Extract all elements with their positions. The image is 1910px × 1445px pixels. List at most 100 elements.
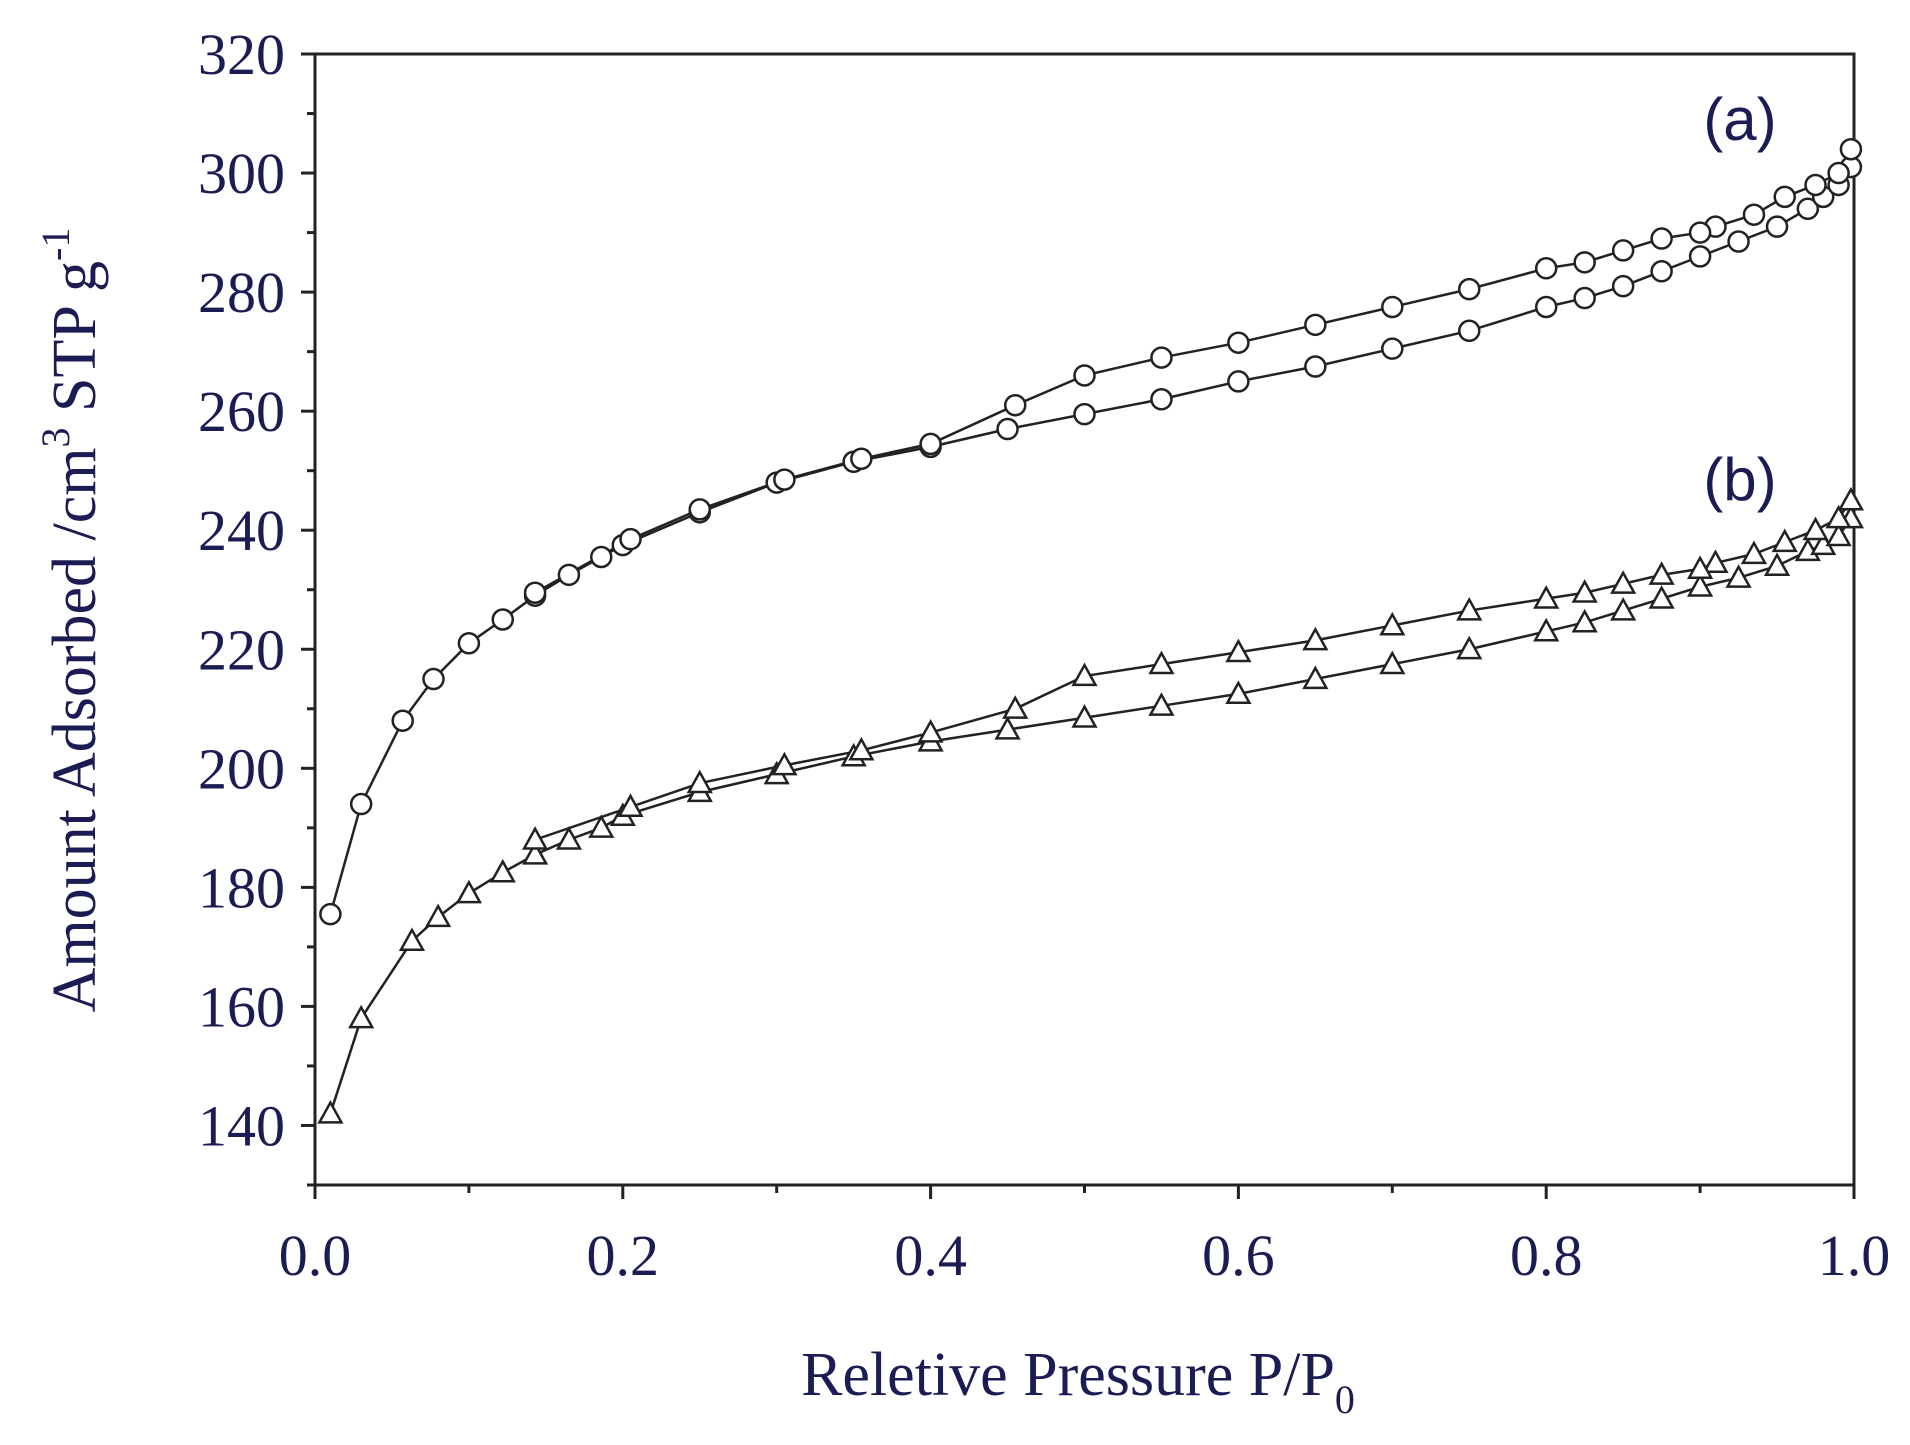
series-a-point [1573, 251, 1596, 274]
series-a-point [1611, 239, 1635, 262]
series-a-point [457, 632, 481, 655]
series-b-point [1825, 522, 1852, 547]
series-a-point [1650, 260, 1673, 283]
series-b-point [1571, 579, 1598, 603]
series-b-point [489, 858, 516, 883]
series-a-point [996, 417, 1019, 441]
series-b-point [317, 1099, 344, 1124]
x-tick-label: 1.0 [1818, 1223, 1891, 1288]
series-a-point [491, 608, 515, 631]
y-tick-label: 260 [198, 379, 285, 444]
series-b-point [1533, 617, 1560, 642]
series-b-point [1379, 611, 1406, 636]
series-b-point [1148, 692, 1175, 716]
series-a-point [850, 447, 873, 471]
y-tick-label: 280 [198, 260, 285, 325]
series-b-point [1002, 695, 1029, 719]
series-a-point [1073, 402, 1096, 426]
series-b-point [1702, 549, 1729, 573]
series-b-point [588, 814, 615, 838]
series-b-point [1837, 486, 1865, 511]
series-b-point [398, 927, 426, 951]
series-a-point [1227, 370, 1250, 393]
series-b-point [1725, 564, 1752, 588]
series-b-point [1071, 704, 1098, 728]
series-b-point [1771, 528, 1798, 553]
x-tick-label: 0.8 [1510, 1223, 1583, 1288]
series-b-point [1302, 626, 1329, 651]
series-a-point [919, 432, 942, 456]
series-a-point [1727, 230, 1750, 253]
series-b-point [1648, 585, 1675, 609]
series-b-point [1648, 561, 1675, 585]
series-a-point [391, 709, 414, 732]
y-axis-ticks: 140 160 180 200 220 240 260 280 300 320 [198, 22, 315, 1187]
series-b-point [348, 1004, 375, 1029]
series-a-point [1381, 295, 1404, 319]
series-b-point [1225, 680, 1252, 704]
series-label-b: (b) [1703, 446, 1776, 513]
x-tick-label: 0.0 [279, 1223, 352, 1288]
series-a-point [1458, 277, 1481, 301]
series-b-point [1686, 555, 1714, 579]
series-a-point [1688, 245, 1712, 268]
y-tick-label: 320 [198, 22, 285, 87]
series-a-point [1573, 286, 1596, 310]
series-b-point [424, 903, 452, 928]
series-b-point [1571, 608, 1598, 633]
series-a-point [1458, 319, 1481, 343]
series-label-a: (a) [1703, 86, 1776, 153]
series-b-point [521, 841, 549, 865]
series-a-point [1534, 295, 1558, 319]
y-axis-title: Amount Adsorbed /cm3 STP g-1 [33, 228, 109, 1013]
series-labels: (a) (b) [1703, 86, 1776, 513]
series-a-point [1304, 355, 1327, 378]
series-a-point [1150, 346, 1173, 369]
series-a-point [1304, 313, 1327, 337]
series-b-point [771, 751, 798, 776]
series-b-point [1456, 596, 1483, 621]
series-b-point [1071, 662, 1098, 687]
series-a-point [349, 792, 373, 816]
series-b-point [555, 826, 583, 850]
series-b-point [1740, 540, 1768, 565]
series-a-point [1650, 227, 1673, 250]
x-tick-label: 0.6 [1202, 1223, 1275, 1288]
series-a-point [1827, 161, 1850, 185]
x-tick-label: 0.2 [587, 1223, 660, 1288]
series-b-point [455, 879, 483, 904]
series-b-point [1802, 516, 1829, 541]
series-b-point [1763, 552, 1791, 576]
series-b-desorption-line [534, 499, 1852, 841]
series-b-point [1456, 635, 1483, 660]
y-tick-label: 140 [198, 1093, 285, 1158]
series-b-point [848, 736, 875, 761]
series-a-point [1839, 137, 1863, 161]
series-a-point [1227, 331, 1250, 354]
series-a-point [1765, 215, 1789, 238]
series-a-point [1804, 173, 1827, 197]
series-b-point [1148, 650, 1175, 675]
series-b-point [917, 719, 944, 743]
series-a-point [590, 545, 613, 569]
x-axis-ticks: 0.0 0.2 0.4 0.6 0.8 1.0 [279, 1185, 1891, 1288]
series-a-point [1688, 221, 1712, 244]
series-a-point [1150, 388, 1173, 411]
y-tick-label: 220 [198, 617, 285, 682]
series-a-point [1003, 393, 1027, 417]
series-a-point [1611, 274, 1635, 298]
series-b-point [521, 826, 549, 850]
series-a-point [1742, 203, 1766, 226]
series-b-point [1379, 650, 1406, 675]
y-tick-label: 160 [198, 974, 285, 1039]
series-a-point [523, 581, 547, 604]
series-a-point [1796, 197, 1820, 221]
series-a-point [319, 902, 342, 926]
x-axis-title: Reletive Pressure P/P0 [801, 1341, 1355, 1422]
series-a-point [1773, 185, 1796, 209]
series-a-point [773, 468, 796, 491]
series-b-point [617, 793, 644, 818]
series-a-point [1534, 257, 1558, 280]
